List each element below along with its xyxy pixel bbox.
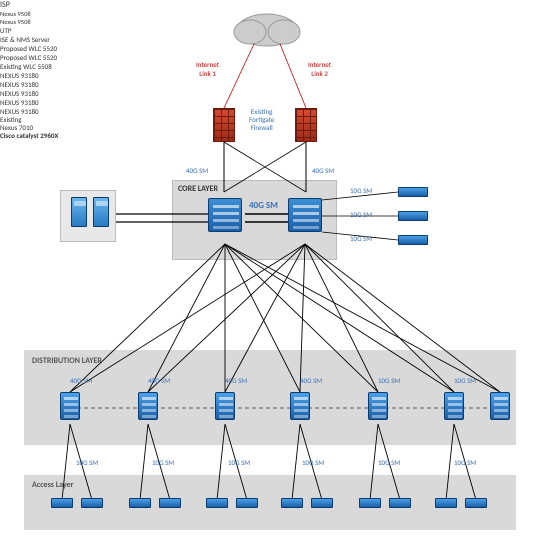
acc-sw-3b — [236, 498, 258, 508]
dist-link-3: 40G SM — [225, 376, 247, 385]
dist-title: DISTRIBUTION LAYER — [32, 356, 102, 366]
firewall-label: Existing Fortigate Firewall — [249, 108, 274, 132]
wlc-label-1: Proposed WLC 5520 — [0, 44, 535, 53]
acc-sw-1a — [51, 498, 73, 508]
dist-sw-5 — [368, 392, 388, 420]
dist-sw-2 — [138, 392, 158, 420]
acc-sw-6a — [435, 498, 457, 508]
acc-sw-4a — [281, 498, 303, 508]
acc-sw-5b — [389, 498, 411, 508]
dist-sw-1 — [60, 392, 80, 420]
wlc-link-1: 10G SM — [350, 186, 372, 195]
wlc-link-2: 10G SM — [350, 210, 372, 219]
ise-box — [60, 190, 116, 242]
dist-sw-3 — [215, 392, 235, 420]
dist-sw-label-1: NEXUS 93180 — [0, 71, 535, 80]
acc-sw-4b — [311, 498, 333, 508]
acc-link-2: 10G SM — [152, 458, 174, 467]
dist-sw-6 — [444, 392, 464, 420]
acc-link-5: 10G SM — [378, 458, 400, 467]
internet-link-1: Internet Link 1 — [196, 60, 219, 78]
core-n2: Nexus 9508 — [0, 18, 535, 26]
dist-link-1: 40G SM — [70, 376, 92, 385]
dist-sw-label-2: NEXUS 93180 — [0, 80, 535, 89]
acc-link-6: 10G SM — [454, 458, 476, 467]
dist-link-4: 40G SM — [300, 376, 322, 385]
wlc-label-2: Proposed WLC 5520 — [0, 53, 535, 62]
wlc-1 — [398, 187, 428, 197]
core-right-link: 40G SM — [312, 166, 334, 175]
dist-sw-label-4: NEXUS 93180 — [0, 98, 535, 107]
ise-server-1 — [71, 197, 87, 227]
dist-sw-4 — [290, 392, 310, 420]
wlc-label-3: Existing WLC 5508 — [0, 62, 535, 71]
dist-link-2: 40G SM — [148, 376, 170, 385]
acc-sw-2b — [159, 498, 181, 508]
core-n1: Nexus 9508 — [0, 10, 535, 18]
acc-sw-5a — [359, 498, 381, 508]
access-title: Access Layer — [32, 480, 74, 490]
dist-sw-7 — [490, 392, 510, 420]
utp-label: UTP — [0, 26, 535, 35]
acc-sw-2a — [129, 498, 151, 508]
acc-link-1: 10G SM — [76, 458, 98, 467]
internet-link-2: Internet Link 2 — [308, 60, 331, 78]
core-left-link: 40G SM — [186, 166, 208, 175]
dist-sw-label-3: NEXUS 93180 — [0, 89, 535, 98]
dist-link-6: 10G SM — [454, 376, 476, 385]
acc-sw-1b — [81, 498, 103, 508]
core-mid: 40G SM — [249, 200, 278, 211]
acc-link-3: 10G SM — [228, 458, 250, 467]
dist-link-5: 10G SM — [378, 376, 400, 385]
wlc-2 — [398, 211, 428, 221]
ise-label: ISE & NMS Server — [0, 35, 535, 44]
acc-sw-6b — [465, 498, 487, 508]
wlc-link-3: 10G SM — [350, 234, 372, 243]
access-model: Cisco catalyst 2960X — [0, 131, 535, 140]
isp-label: ISP — [0, 0, 535, 10]
ise-server-2 — [93, 197, 109, 227]
firewall-1 — [213, 108, 235, 142]
core-switch-2 — [288, 198, 322, 232]
acc-sw-3a — [206, 498, 228, 508]
firewall-2 — [295, 108, 317, 142]
core-title: CORE LAYER — [178, 184, 218, 194]
acc-link-4: 10G SM — [302, 458, 324, 467]
core-switch-1 — [208, 198, 242, 232]
wlc-3 — [398, 235, 428, 245]
